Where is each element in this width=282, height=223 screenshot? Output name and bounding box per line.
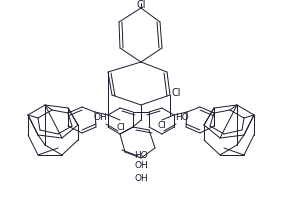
Text: Cl: Cl [172,88,182,98]
Text: Cl: Cl [116,124,125,132]
Text: OH: OH [93,114,107,122]
Text: OH: OH [134,174,148,183]
Text: Cl: Cl [157,120,166,130]
Text: OH: OH [134,161,148,170]
Text: HO: HO [175,114,189,122]
Text: HO: HO [134,151,148,160]
Text: Cl: Cl [136,0,146,10]
